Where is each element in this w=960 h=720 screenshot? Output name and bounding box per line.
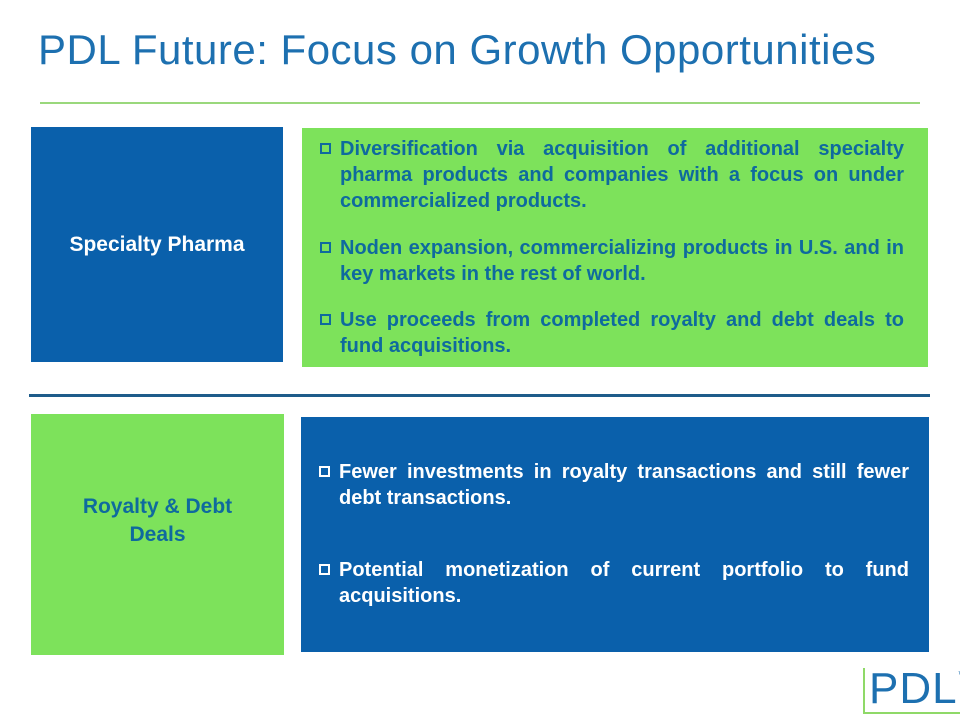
list-item: Use proceeds from completed royalty and … [316, 307, 904, 359]
square-bullet-icon [319, 564, 330, 575]
list-item: Potential monetization of current portfo… [315, 557, 909, 609]
list-item: Fewer investments in royalty transaction… [315, 459, 909, 511]
royalty-debt-label: Royalty & Debt Deals [82, 494, 233, 546]
bullet-text: Noden expansion, commercializing product… [340, 236, 904, 285]
specialty-pharma-bullet-panel: Diversification via acquisition of addit… [302, 128, 928, 367]
bullet-text: Diversification via acquisition of addit… [340, 138, 904, 212]
royalty-debt-label-box: Royalty & Debt Deals [31, 414, 284, 655]
sub-list-item: Completed sale of kaléo asset in 2017. [377, 655, 909, 681]
trademark-symbol: ™ [958, 670, 960, 679]
royalty-debt-bullet-panel: Fewer investments in royalty transaction… [301, 417, 929, 679]
square-bullet-icon [320, 314, 331, 325]
title-underline-rule [40, 102, 920, 104]
sub-bullet-text: Completed sale of kaléo asset in 2017. [402, 657, 767, 679]
list-item: Diversification via acquisition of addit… [316, 136, 904, 214]
bullet-text: Fewer investments in royalty transaction… [339, 461, 909, 509]
pdl-logo: PDL ™ [863, 664, 960, 714]
bullet-text: Potential monetization of current portfo… [339, 559, 909, 607]
bullet-text: Use proceeds from completed royalty and … [340, 309, 904, 357]
square-bullet-icon [319, 466, 330, 477]
section-divider-rule [29, 394, 930, 397]
square-bullet-icon [320, 241, 331, 253]
specialty-pharma-label-box: Specialty Pharma [31, 127, 283, 362]
pdl-logo-text: PDL [869, 664, 958, 713]
page-title: PDL Future: Focus on Growth Opportunitie… [38, 26, 877, 73]
square-bullet-icon [320, 143, 331, 154]
list-item: Noden expansion, commercializing product… [316, 235, 904, 287]
specialty-pharma-label: Specialty Pharma [69, 232, 245, 256]
small-square-bullet-icon [377, 665, 384, 672]
